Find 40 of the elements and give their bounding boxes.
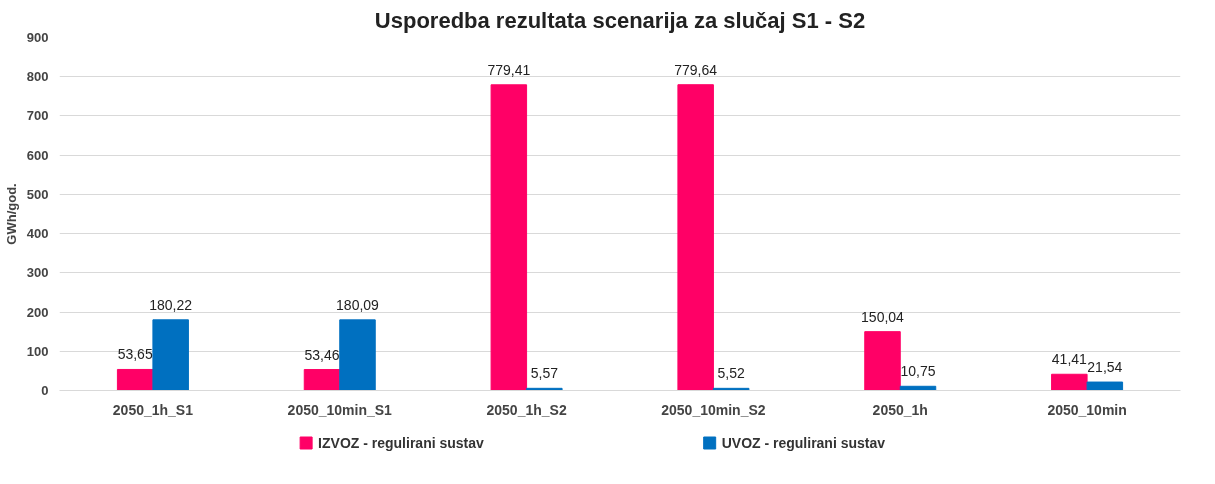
y-tick-label: 500: [26, 186, 49, 202]
data-label: 180,22: [149, 296, 193, 313]
y-tick-label: 400: [26, 226, 49, 242]
y-tick-label: 800: [26, 69, 49, 85]
data-label: 21,54: [1087, 359, 1123, 376]
data-label: 5,52: [717, 365, 745, 382]
x-tick-label: 2050_1h_S1: [112, 401, 194, 418]
y-tick-label: 600: [26, 147, 49, 163]
x-tick-label: 2050_10min_S1: [287, 401, 393, 418]
x-tick-label: 2050_1h: [872, 401, 928, 418]
y-tick-label: 200: [26, 304, 49, 320]
bar: [1086, 381, 1124, 391]
bar: [339, 319, 376, 391]
legend-label: UVOZ - regulirani sustav: [721, 435, 886, 451]
bar: [677, 84, 714, 391]
x-tick-label: 2050_1h_S2: [486, 401, 567, 418]
data-label: 779,41: [487, 61, 531, 78]
legend-label: IZVOZ - regulirani sustav: [318, 435, 485, 451]
chart-title: Usporedba rezultata scenarija za slučaj S1 - S2: [374, 7, 866, 33]
y-axis-title: GWh/god.: [3, 183, 19, 245]
x-tick-label: 2050_10min: [1047, 401, 1127, 418]
bar: [864, 331, 901, 391]
bar: [1051, 373, 1088, 391]
bar: [303, 369, 341, 391]
data-label: 5,57: [530, 365, 559, 382]
data-label: 150,04: [861, 308, 905, 325]
y-tick-label: 100: [26, 343, 49, 359]
data-label: 779,64: [674, 61, 718, 78]
data-label: 180,09: [336, 296, 380, 313]
data-label: 41,41: [1051, 351, 1088, 368]
data-label: 10,75: [900, 363, 936, 380]
bar: [152, 319, 189, 391]
y-tick-label: 700: [26, 108, 49, 124]
bar: [490, 84, 528, 391]
y-tick-label: 900: [26, 30, 49, 45]
y-tick-label: 300: [26, 265, 49, 281]
bar: [116, 368, 154, 391]
data-label: 53,46: [304, 346, 340, 363]
x-tick-label: 2050_10min_S2: [661, 401, 766, 418]
y-tick-label: 0: [41, 383, 49, 398]
